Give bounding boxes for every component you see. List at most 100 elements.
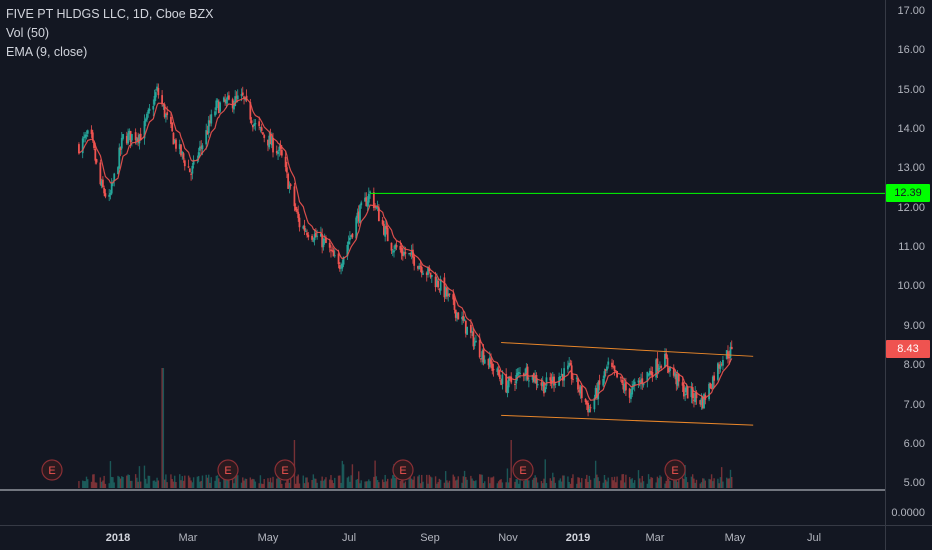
candle-body — [287, 173, 290, 189]
candle-body — [462, 316, 465, 321]
candle-body — [461, 316, 463, 320]
candle-body — [607, 361, 610, 365]
volume-bar — [356, 478, 359, 488]
candle-body — [497, 369, 500, 376]
earnings-marker-icon[interactable] — [392, 459, 414, 481]
earnings-marker-icon[interactable] — [664, 459, 686, 481]
price-tick-label: 15.00 — [897, 83, 925, 96]
volume-bar — [84, 481, 86, 488]
candle-body — [249, 102, 252, 120]
volume-bar — [728, 478, 730, 488]
candle-body — [346, 244, 349, 257]
candle-body — [171, 122, 174, 132]
candle-body — [719, 365, 722, 369]
volume-bar — [695, 479, 698, 488]
volume-bar — [228, 474, 230, 488]
volume-bar — [510, 440, 512, 488]
volume-bar — [655, 482, 657, 488]
candle-body — [522, 373, 525, 376]
price-tick-label: 7.00 — [903, 398, 925, 411]
candle-body — [366, 201, 369, 207]
volume-bar — [453, 476, 456, 488]
candle-body — [665, 353, 668, 359]
volume-bar — [549, 478, 551, 488]
volume-bar — [365, 481, 367, 488]
volume-bar — [112, 477, 114, 488]
volume-bar — [558, 480, 560, 488]
volume-bar — [279, 479, 282, 488]
volume-bar — [589, 479, 592, 488]
candle-body — [685, 386, 688, 393]
candle-body — [117, 167, 119, 174]
candle-body — [623, 383, 626, 391]
price-tick-label: 12.00 — [897, 201, 925, 214]
channel-upper-line[interactable] — [501, 342, 754, 357]
candle-body — [93, 141, 95, 149]
candle-body — [338, 265, 341, 269]
volume-bar — [712, 481, 714, 488]
volume-indicator-label[interactable]: Vol (50) — [6, 26, 50, 40]
volume-bar — [234, 476, 236, 488]
volume-bar — [727, 478, 729, 488]
candle-body — [386, 228, 389, 242]
volume-bar — [110, 476, 113, 488]
earnings-marker-icon[interactable] — [217, 459, 239, 481]
volume-bar — [284, 482, 287, 488]
volume-bar — [226, 476, 229, 488]
volume-bar — [187, 475, 190, 488]
volume-bar — [426, 474, 428, 488]
volume-bar — [550, 480, 553, 488]
earnings-marker-icon[interactable] — [274, 459, 296, 481]
candle-body — [481, 351, 484, 359]
candle-body — [413, 256, 416, 266]
candle-body — [134, 132, 137, 140]
symbol-title[interactable]: FIVE PT HLDGS LLC, 1D, Cboe BZX — [6, 7, 214, 21]
price-axis[interactable]: 17.00 16.00 15.00 14.00 13.00 12.00 11.00 10.00… — [885, 0, 932, 525]
candle-body — [277, 151, 279, 155]
volume-bar — [408, 474, 410, 488]
chart-pane[interactable]: E E E E E E FIVE PT HLDGS LLC, 1D, Cboe BZX V… — [0, 0, 885, 525]
candle-body — [417, 266, 419, 269]
candle-body — [716, 363, 719, 380]
candle-body — [275, 150, 278, 154]
candle-body — [313, 234, 316, 241]
candle-body — [383, 223, 385, 235]
volume-bar — [632, 482, 635, 488]
volume-bar — [501, 482, 504, 488]
earnings-marker-icon[interactable] — [41, 459, 63, 481]
candle-body — [446, 288, 448, 297]
volume-bar — [210, 477, 212, 488]
candle-body — [297, 211, 300, 219]
candle-body — [118, 147, 121, 169]
candle-body — [603, 371, 606, 379]
candle-body — [676, 374, 679, 386]
volume-bar — [514, 481, 516, 488]
volume-bar — [87, 479, 89, 488]
candle-body — [473, 341, 476, 347]
candle-body — [672, 367, 675, 376]
candle-body — [178, 144, 181, 150]
volume-bar — [366, 481, 369, 488]
volume-bar — [463, 470, 466, 488]
candle-body — [657, 367, 660, 372]
candle-body — [491, 363, 494, 371]
volume-bar — [189, 477, 191, 488]
candle-body — [435, 279, 438, 287]
channel-lower-line[interactable] — [501, 414, 754, 426]
volume-bar — [649, 479, 651, 488]
volume-bar — [302, 475, 304, 488]
candle-body — [656, 358, 659, 372]
volume-bar — [461, 482, 463, 488]
volume-bar — [313, 478, 316, 488]
candle-body — [279, 145, 282, 149]
volume-bar — [544, 459, 546, 488]
volume-bar — [102, 480, 104, 488]
time-axis[interactable]: 2018 Mar May Jul Sep Nov 2019 Mar May Jul — [0, 525, 885, 550]
ema-indicator-label[interactable]: EMA (9, close) — [6, 45, 88, 59]
volume-bar — [448, 480, 451, 488]
candle-body — [215, 100, 218, 111]
earnings-marker-icon[interactable] — [512, 459, 534, 481]
candle-body — [684, 393, 687, 396]
candle-body — [78, 144, 80, 154]
